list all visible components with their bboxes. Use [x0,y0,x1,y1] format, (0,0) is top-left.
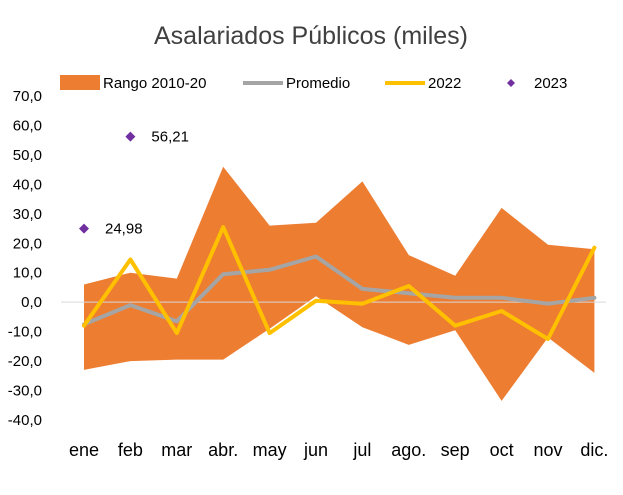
legend-label-2022: 2022 [428,75,461,92]
x-tick-label: jun [303,440,328,460]
legend-label-2023: 2023 [534,75,567,92]
x-tick-label: sep [441,440,470,460]
y-tick-label: -20,0 [8,353,42,370]
chart-title: Asalariados Públicos (miles) [154,22,468,50]
y-tick-label: 20,0 [13,235,42,252]
legend-swatch-range [60,75,100,90]
y-axis: 70,0 60,0 50,0 40,0 30,0 20,0 10,0 0,0 -10,0 -20,… [8,88,42,429]
y-tick-label: 40,0 [13,176,42,193]
point-2023 [79,223,89,234]
legend-marker-2023 [507,79,515,87]
x-tick-label: feb [118,440,143,460]
x-tick-label: jul [352,440,371,460]
legend-label-promedio: Promedio [286,75,350,92]
legend-label-range: Rango 2010-20 [103,75,206,92]
x-tick-label: abr. [208,440,238,460]
x-tick-label: ago. [391,440,426,460]
y-tick-label: 30,0 [13,206,42,223]
x-tick-label: mar [161,440,192,460]
x-tick-label: oct [490,440,514,460]
point-2023 [125,131,136,142]
x-tick-label: ene [69,440,99,460]
y-tick-label: 0,0 [21,294,42,311]
data-label-2023: 24,98 [105,221,143,238]
x-tick-label: may [253,440,287,460]
plot-area: 24,98 56,21 [61,129,606,401]
y-tick-label: 70,0 [13,88,42,105]
x-axis: ene feb mar abr. may jun jul ago. sep oct nov dic. [69,440,608,460]
legend: Rango 2010-20 Promedio 2022 2023 [60,75,567,92]
data-label-2023: 56,21 [151,129,189,146]
y-tick-label: -40,0 [8,412,42,429]
x-tick-label: nov [533,440,562,460]
y-tick-label: -30,0 [8,383,42,400]
x-tick-label: dic. [580,440,608,460]
series-line-2022 [82,225,597,341]
y-tick-label: 60,0 [13,117,42,134]
y-tick-label: -10,0 [8,324,42,341]
y-tick-label: 10,0 [13,265,42,282]
y-tick-label: 50,0 [13,147,42,164]
range-area [84,166,595,401]
